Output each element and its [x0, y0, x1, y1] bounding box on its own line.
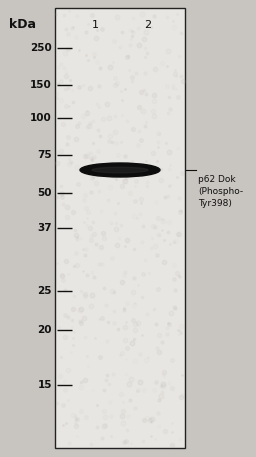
Text: 250: 250 [30, 43, 52, 53]
Text: 37: 37 [37, 223, 52, 233]
Text: 25: 25 [37, 286, 52, 296]
Text: 2: 2 [144, 20, 152, 30]
Text: 15: 15 [37, 380, 52, 390]
Ellipse shape [80, 163, 160, 177]
Text: 50: 50 [37, 188, 52, 198]
Text: 150: 150 [30, 80, 52, 90]
Text: p62 Dok
(Phospho-
Tyr398): p62 Dok (Phospho- Tyr398) [198, 175, 243, 207]
Text: 75: 75 [37, 150, 52, 160]
Bar [55, 8, 185, 448]
Text: 20: 20 [37, 325, 52, 335]
Ellipse shape [92, 167, 148, 173]
Text: 100: 100 [30, 113, 52, 123]
Text: kDa: kDa [8, 18, 36, 31]
Text: 1: 1 [91, 20, 99, 30]
